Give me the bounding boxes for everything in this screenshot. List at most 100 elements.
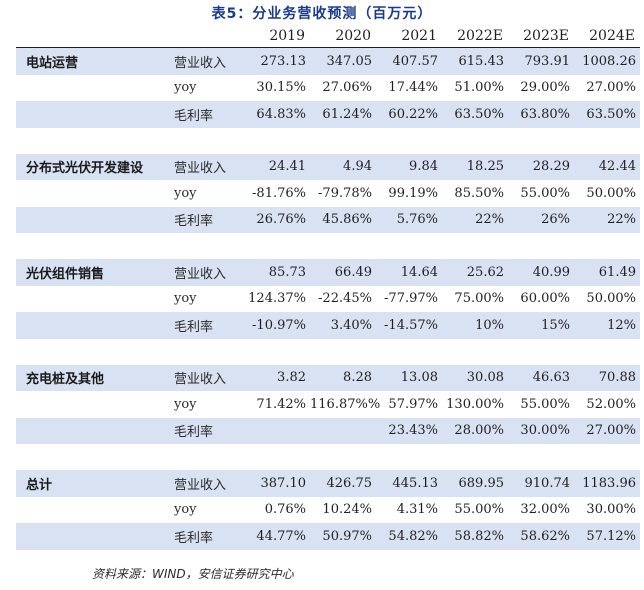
metric-label: yoy — [174, 502, 197, 518]
value-cell: 99.19% — [388, 185, 438, 201]
value-cell: -22.45% — [318, 291, 372, 307]
metric-label: 毛利率 — [164, 312, 244, 339]
metric-label: 毛利率 — [164, 206, 244, 233]
table-row: 毛利率 -10.97% 3.40% -14.57% 10% 15% 12% — [16, 312, 640, 339]
year-header: 2022E — [442, 24, 508, 48]
table-row: 分布式光伏开发建设 营业收入 24.41 4.94 9.84 18.25 28.29 42.4… — [16, 153, 640, 180]
metric-label: yoy — [174, 291, 197, 307]
value-cell: 910.74 — [508, 470, 574, 497]
value-cell: 4.31% — [396, 502, 438, 518]
segment-blank — [16, 391, 164, 418]
value-cell: 40.99 — [508, 259, 574, 286]
value-cell: 130.00% — [446, 396, 504, 412]
value-cell: 10.24% — [322, 502, 372, 518]
forecast-table: 2019 2020 2021 2022E 2023E 2024E 电站运营 营业收… — [16, 24, 640, 550]
value-cell: 273.13 — [244, 47, 310, 75]
value-cell: 24.41 — [244, 153, 310, 180]
value-cell: 0.76% — [264, 502, 306, 518]
value-cell: 70.88 — [574, 364, 640, 391]
metric-label: 营业收入 — [164, 47, 244, 75]
year-header: 2021 — [376, 24, 442, 48]
value-cell: 63.80% — [508, 101, 574, 128]
year-header: 2023E — [508, 24, 574, 48]
value-cell: 27.06% — [322, 80, 372, 96]
table-row: yoy -81.76% -79.78% 99.19% 85.50% 55.00% 50.00… — [16, 180, 640, 207]
segment-blank — [16, 101, 164, 128]
value-cell: 615.43 — [442, 47, 508, 75]
value-cell: 55.00% — [520, 185, 570, 201]
value-cell: 55.00% — [454, 502, 504, 518]
year-header: 2024E — [574, 24, 640, 48]
value-cell: 66.49 — [310, 259, 376, 286]
segment-name: 分布式光伏开发建设 — [16, 153, 164, 180]
value-cell — [244, 417, 310, 444]
value-cell: 28.00% — [442, 417, 508, 444]
value-cell: 50.97% — [310, 523, 376, 550]
value-cell: 347.05 — [310, 47, 376, 75]
table-row: 光伏组件销售 营业收入 85.73 66.49 14.64 25.62 40.99 61.49 — [16, 259, 640, 286]
header-blank — [16, 24, 164, 48]
spacer-row — [16, 127, 640, 154]
value-cell: 58.62% — [508, 523, 574, 550]
value-cell: 63.50% — [442, 101, 508, 128]
value-cell: -14.57% — [376, 312, 442, 339]
segment-blank — [16, 523, 164, 550]
value-cell: 29.00% — [520, 80, 570, 96]
metric-label: 营业收入 — [164, 470, 244, 497]
segment-name: 电站运营 — [16, 47, 164, 75]
segment-blank — [16, 180, 164, 207]
segment-blank — [16, 312, 164, 339]
value-cell: 60.22% — [376, 101, 442, 128]
value-cell: 54.82% — [376, 523, 442, 550]
value-cell — [310, 417, 376, 444]
value-cell: 28.29 — [508, 153, 574, 180]
value-cell: 116.87%% — [310, 396, 381, 412]
value-cell: 51.00% — [454, 80, 504, 96]
value-cell: 387.10 — [244, 470, 310, 497]
value-cell: 61.49 — [574, 259, 640, 286]
value-cell: 17.44% — [388, 80, 438, 96]
value-cell: 407.57 — [376, 47, 442, 75]
value-cell: 61.24% — [310, 101, 376, 128]
table-body: 电站运营 营业收入 273.13 347.05 407.57 615.43 793.91 10… — [16, 47, 640, 550]
value-cell: 42.44 — [574, 153, 640, 180]
value-cell: 124.37% — [248, 291, 306, 307]
value-cell: 30.00% — [586, 502, 636, 518]
value-cell: 50.00% — [586, 185, 636, 201]
value-cell: 52.00% — [586, 396, 636, 412]
value-cell: 23.43% — [376, 417, 442, 444]
table-row: 毛利率 44.77% 50.97% 54.82% 58.82% 58.62% 57.12% — [16, 523, 640, 550]
value-cell: -10.97% — [244, 312, 310, 339]
value-cell: 30.15% — [256, 80, 306, 96]
segment-blank — [16, 206, 164, 233]
value-cell: 426.75 — [310, 470, 376, 497]
header-blank — [164, 24, 244, 48]
table-title: 表5：分业务营收预测（百万元） — [211, 6, 433, 22]
value-cell: 22% — [442, 206, 508, 233]
value-cell: 57.12% — [574, 523, 640, 550]
value-cell: -77.97% — [384, 291, 438, 307]
value-cell: 75.00% — [454, 291, 504, 307]
table-row: 总计 营业收入 387.10 426.75 445.13 689.95 910.74 1183… — [16, 470, 640, 497]
segment-blank — [16, 75, 164, 102]
value-cell: 5.76% — [376, 206, 442, 233]
segment-blank — [16, 286, 164, 313]
metric-label: 营业收入 — [164, 364, 244, 391]
spacer-row — [16, 444, 640, 470]
metric-label: 营业收入 — [164, 153, 244, 180]
value-cell: 8.28 — [310, 364, 376, 391]
value-cell: 50.00% — [586, 291, 636, 307]
spacer-row — [16, 233, 640, 259]
source-note: 资料来源：WIND，安信证券研究中心 — [92, 567, 294, 581]
table-row: yoy 30.15% 27.06% 17.44% 51.00% 29.00% 27.00% — [16, 75, 640, 102]
value-cell: 22% — [574, 206, 640, 233]
segment-blank — [16, 497, 164, 524]
spacer-row — [16, 338, 640, 365]
value-cell: 3.82 — [244, 364, 310, 391]
value-cell: 15% — [508, 312, 574, 339]
metric-label: 营业收入 — [164, 259, 244, 286]
value-cell: 689.95 — [442, 470, 508, 497]
table-row: yoy 71.42% 116.87%% 57.97% 130.00% 55.00% 52.0… — [16, 391, 640, 418]
value-cell: 9.84 — [376, 153, 442, 180]
value-cell: 45.86% — [310, 206, 376, 233]
